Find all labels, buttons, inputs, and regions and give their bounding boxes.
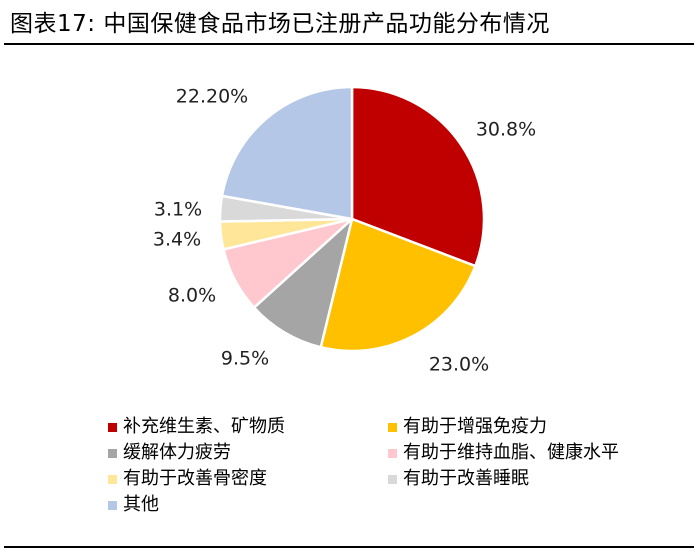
legend-swatch bbox=[388, 422, 397, 432]
legend-label: 补充维生素、矿物质 bbox=[123, 416, 285, 437]
legend-label: 其他 bbox=[123, 494, 159, 515]
legend-swatch bbox=[108, 422, 117, 432]
legend-item: 补充维生素、矿物质 bbox=[108, 414, 285, 440]
legend-item: 有助于改善骨密度 bbox=[108, 466, 267, 492]
legend-item: 其他 bbox=[108, 492, 159, 518]
data-label: 9.5% bbox=[221, 348, 269, 370]
legend-item: 有助于改善睡眠 bbox=[388, 466, 529, 492]
data-label: 23.0% bbox=[429, 354, 489, 376]
data-label: 3.4% bbox=[153, 229, 201, 251]
legend-swatch bbox=[388, 474, 397, 484]
title-underline bbox=[4, 43, 694, 45]
legend-item: 有助于维持血脂、健康水平 bbox=[388, 440, 619, 466]
legend-item: 缓解体力疲劳 bbox=[108, 440, 231, 466]
legend-swatch bbox=[108, 474, 117, 484]
pie-slice bbox=[220, 85, 354, 221]
legend-label: 缓解体力疲劳 bbox=[123, 442, 231, 463]
data-label: 30.8% bbox=[476, 119, 536, 141]
bottom-rule bbox=[4, 546, 694, 548]
legend-label: 有助于维持血脂、健康水平 bbox=[403, 442, 619, 463]
pie-slice bbox=[252, 217, 354, 349]
pie-slice bbox=[319, 217, 477, 353]
data-label: 8.0% bbox=[168, 285, 216, 307]
legend-label: 有助于改善睡眠 bbox=[403, 468, 529, 489]
data-label: 22.20% bbox=[176, 86, 248, 108]
legend-swatch bbox=[108, 448, 117, 458]
legend-swatch bbox=[108, 500, 117, 510]
pie-slice bbox=[350, 85, 486, 268]
legend-label: 有助于增强免疫力 bbox=[403, 416, 547, 437]
data-label: 3.1% bbox=[154, 199, 202, 221]
legend-label: 有助于改善骨密度 bbox=[123, 468, 267, 489]
legend-item: 有助于增强免疫力 bbox=[388, 414, 547, 440]
chart-title: 图表17: 中国保健食品市场已注册产品功能分布情况 bbox=[10, 11, 550, 37]
legend-swatch bbox=[388, 448, 397, 458]
